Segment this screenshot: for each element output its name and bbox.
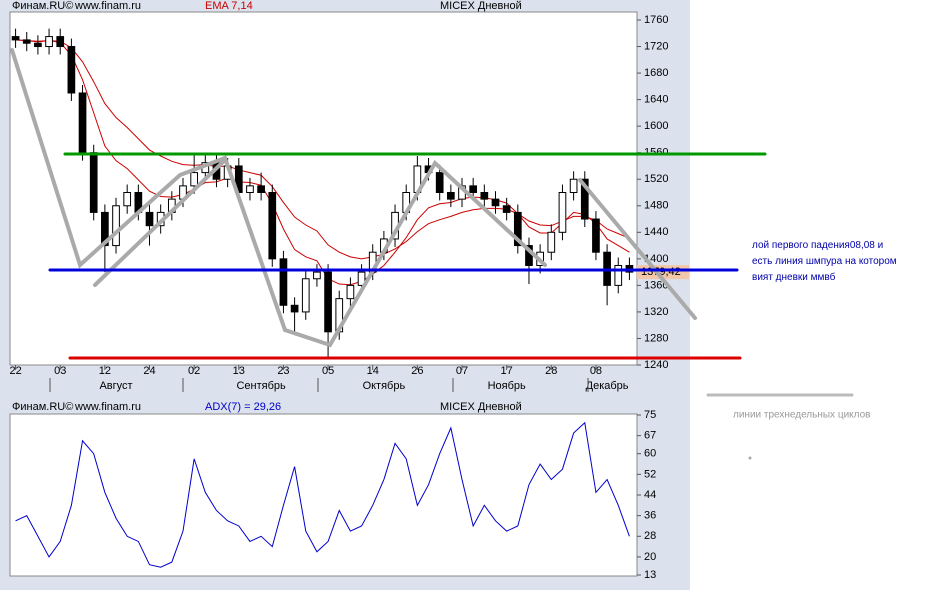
month-label: Август (99, 380, 132, 392)
x-tick-label: 17 (501, 365, 513, 377)
indicator: ADX(7) = 29,26 (205, 401, 281, 413)
y-tick-label: 1720 (644, 40, 668, 52)
y-tick-label: 67 (644, 430, 656, 442)
y-tick-label: 1600 (644, 120, 668, 132)
candle-body (290, 304, 299, 313)
y-tick-label: 28 (644, 530, 656, 542)
candle-body (547, 231, 556, 253)
y-tick-label: 1280 (644, 332, 668, 344)
candle-body (279, 258, 288, 306)
y-tick-label: 1320 (644, 306, 668, 318)
candle-body (246, 185, 254, 194)
y-tick-label: 1760 (644, 14, 668, 26)
month-label: Декабрь (586, 380, 629, 392)
candle-body (301, 278, 310, 313)
indicator: EMA 7,14 (205, 0, 253, 12)
y-tick-label: 60 (644, 448, 656, 460)
x-tick-label: 07 (456, 365, 468, 377)
y-tick-label: 52 (644, 468, 656, 480)
legend-text: линии трехнедельных циклов (733, 410, 870, 421)
site: www.finam.ru (74, 401, 141, 413)
x-tick-label: 26 (411, 365, 423, 377)
instrument: MICEX Дневной (440, 401, 522, 413)
candle-body (190, 172, 199, 187)
candle-body (313, 271, 321, 280)
candle-body (123, 192, 132, 207)
source: Финам.RU© (12, 0, 73, 12)
instrument: MICEX Дневной (440, 0, 522, 12)
candle-body (469, 185, 478, 194)
candle-body (447, 192, 455, 200)
y-tick-label: 75 (644, 409, 656, 421)
month-label: Октябрь (363, 380, 406, 392)
candle-body (268, 192, 277, 260)
candle-body (22, 39, 31, 44)
price-plot (9, 11, 638, 366)
x-tick-label: 14 (367, 365, 379, 377)
cycle-line (93, 158, 227, 287)
candle-body (78, 92, 87, 154)
y-tick-label: 1360 (644, 279, 668, 291)
x-tick-label: 08 (590, 365, 602, 377)
candle-body (480, 192, 489, 200)
source: Финам.RU© (12, 401, 73, 413)
x-tick-label: 12 (99, 365, 111, 377)
x-tick-label: 03 (54, 365, 66, 377)
candle-body (357, 271, 366, 286)
candle-body (89, 152, 98, 213)
candle-body (11, 36, 20, 41)
dot (748, 456, 752, 460)
candle-body (324, 271, 332, 333)
candle-body (101, 211, 109, 247)
candle-body (435, 172, 444, 194)
candle-body (513, 211, 522, 247)
y-tick-label: 44 (644, 489, 656, 501)
cycle-line (578, 178, 697, 320)
candle-body (592, 218, 600, 253)
annotations (10, 48, 854, 460)
y-tick-label: 1480 (644, 200, 668, 212)
cycle-line (10, 48, 547, 348)
candle-body (45, 36, 53, 48)
x-tick-label: 02 (188, 365, 200, 377)
x-tick-label: 23 (277, 365, 289, 377)
y-tick-label: 1520 (644, 173, 668, 185)
candle-body (502, 205, 511, 213)
y-tick-label: 1240 (644, 359, 668, 371)
x-tick-label: 28 (545, 365, 557, 377)
y-tick-label: 36 (644, 510, 656, 522)
note: лой первого падения08,08 и есть линия шм… (752, 240, 897, 283)
candle-body (34, 42, 42, 48)
month-label: Сентябрь (236, 380, 286, 392)
ema-line (15, 39, 630, 260)
candle-body (56, 36, 65, 48)
adx-line (15, 421, 630, 568)
candle-body (346, 284, 355, 300)
candle-body (558, 192, 567, 233)
candle-body (580, 178, 589, 220)
y-tick-label: 1680 (644, 67, 668, 79)
candle-body (257, 185, 265, 194)
adx-plot (9, 413, 638, 577)
note-box: лой первого падения08,08 и есть линия шм… (752, 240, 897, 283)
x-tick-label: 05 (322, 365, 334, 377)
candle-body (569, 178, 578, 194)
x-tick-label: 13 (233, 365, 245, 377)
x-tick-label: 22 (9, 365, 21, 377)
y-tick-label: 1640 (644, 94, 668, 106)
adx-chart: Финам.RU© www.finam.ru ADX(7) = 29,26 MICEX… (12, 401, 656, 581)
y-tick-label: 20 (644, 551, 656, 563)
candle-body (145, 211, 154, 227)
month-label: Ноябрь (488, 380, 526, 392)
site: www.finam.ru (74, 0, 141, 12)
candle-body (112, 205, 120, 247)
candle-body (67, 46, 76, 94)
candle-body (614, 264, 623, 286)
y-tick-label: 13 (644, 569, 656, 581)
x-tick-label: 24 (143, 365, 155, 377)
y-tick-label: 1440 (644, 226, 668, 238)
candle-body (491, 198, 500, 207)
